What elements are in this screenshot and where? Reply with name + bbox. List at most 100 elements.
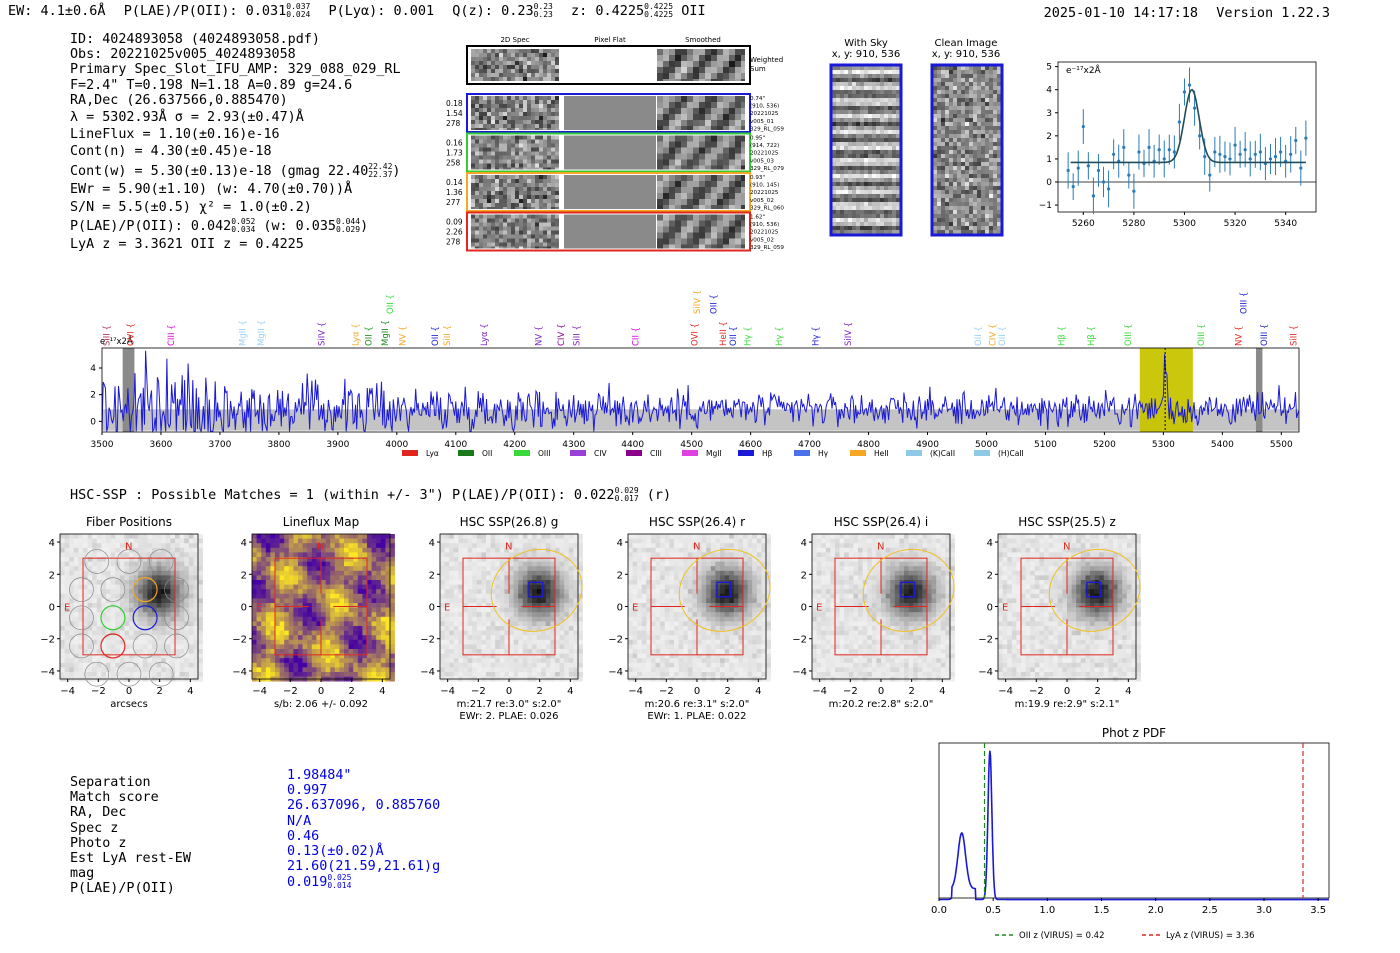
clean-cell xyxy=(989,206,993,210)
clean-cell xyxy=(941,70,945,74)
header-ew: EW: 4.1±0.6Å xyxy=(8,3,106,19)
info-id: ID: 4024893058 (4024893058.pdf) xyxy=(70,32,320,47)
clean-cell xyxy=(945,114,949,118)
spec-line-label-text: SiII { xyxy=(443,325,453,346)
noise-cell xyxy=(515,151,519,156)
hsc-pixel xyxy=(96,580,102,585)
clean-cell xyxy=(969,158,973,162)
sky-cell xyxy=(892,106,896,110)
hsc-pixel xyxy=(307,538,313,544)
hsc-pixel xyxy=(161,635,167,641)
hsc-pixel xyxy=(311,630,317,636)
noise-cell xyxy=(507,191,511,195)
hsc-pixel xyxy=(69,575,75,581)
noise-cell xyxy=(515,155,519,160)
hsc-pixel xyxy=(334,630,340,636)
hsc-pixel xyxy=(142,547,148,553)
hsc-pixel xyxy=(261,616,267,622)
clean-cell xyxy=(953,154,957,158)
noise-cell xyxy=(535,195,539,199)
sky-cell xyxy=(836,226,840,230)
sky-cell xyxy=(876,98,880,102)
noise-cell xyxy=(681,199,687,205)
sky-cell xyxy=(896,186,900,190)
hsc-pixel xyxy=(115,612,121,618)
hsc-pixel xyxy=(357,575,363,581)
sky-cell xyxy=(872,94,876,98)
noise-cell xyxy=(551,195,555,199)
clean-cell xyxy=(969,166,973,170)
hsc-pixel xyxy=(138,543,144,549)
noise-cell xyxy=(705,181,711,187)
noise-cell xyxy=(663,135,669,142)
clean-cell xyxy=(945,130,949,134)
hsc-pixel xyxy=(147,547,153,553)
spec-line-label-text: MgII { xyxy=(238,320,248,346)
hsc-pixel xyxy=(339,570,345,576)
sky-cell xyxy=(860,170,864,174)
noise-cell xyxy=(511,222,515,227)
noise-cell xyxy=(507,151,511,156)
noise-cell xyxy=(675,226,681,233)
hsc-pixel xyxy=(179,630,185,636)
sky-cell xyxy=(868,106,872,110)
hsc-pixel xyxy=(311,598,317,604)
clean-cell xyxy=(953,138,957,142)
noise-cell xyxy=(717,67,723,73)
hsc-pixel xyxy=(316,616,322,622)
hsc-pixel xyxy=(348,616,354,622)
clean-cell xyxy=(993,210,997,214)
noise-cell xyxy=(471,183,475,187)
noise-cell xyxy=(515,191,519,195)
hsc-pixel xyxy=(390,557,395,562)
hsc-pixel xyxy=(256,589,262,595)
hsc-pixel xyxy=(147,557,153,562)
noise-cell xyxy=(471,203,475,207)
noise-cell xyxy=(503,199,507,203)
noise-cell xyxy=(681,153,687,160)
noise-cell xyxy=(503,116,507,120)
sky-cell xyxy=(844,162,848,166)
noise-cell xyxy=(523,199,527,203)
hsc-pixel xyxy=(152,557,157,562)
hsc-pixel xyxy=(256,630,262,636)
noise-cell xyxy=(555,214,559,219)
hsc-pixel xyxy=(321,603,326,608)
hsc-pixel xyxy=(119,621,125,627)
noise-cell xyxy=(723,238,729,245)
clean-cell xyxy=(997,182,1001,186)
clean-cell xyxy=(969,142,973,146)
clean-cell xyxy=(949,202,953,206)
noise-cell xyxy=(483,100,487,104)
noise-cell xyxy=(475,116,479,120)
hsc-pixel xyxy=(261,635,267,641)
noise-cell xyxy=(711,159,717,166)
sky-cell xyxy=(876,78,880,82)
noise-cell xyxy=(543,49,547,53)
noise-cell xyxy=(523,65,527,69)
hsc-pixel xyxy=(353,575,359,581)
noise-cell xyxy=(741,244,745,249)
noise-cell xyxy=(491,163,495,168)
hsc-pixel xyxy=(106,612,111,618)
noise-cell xyxy=(491,124,495,128)
hsc-pixel xyxy=(179,543,185,549)
zoom-point xyxy=(1162,157,1166,161)
sky-cell xyxy=(896,74,900,78)
hsc-pixel xyxy=(252,593,257,599)
clean-cell xyxy=(945,158,949,162)
hsc-pixel xyxy=(261,593,267,599)
hsc-pixel xyxy=(161,543,167,549)
hsc-pixel xyxy=(119,538,125,544)
noise-cell xyxy=(499,175,503,179)
sky-cell xyxy=(876,182,880,186)
hsc-pixel xyxy=(184,644,190,650)
noise-cell xyxy=(519,139,523,144)
hsc-pixel xyxy=(325,575,331,581)
hsc-pixel xyxy=(115,658,121,664)
sky-cell xyxy=(836,74,840,78)
zoom-point xyxy=(1294,138,1298,143)
hsc-pixel xyxy=(362,630,368,636)
hsc-pixel xyxy=(390,616,395,622)
clean-cell xyxy=(973,214,977,218)
